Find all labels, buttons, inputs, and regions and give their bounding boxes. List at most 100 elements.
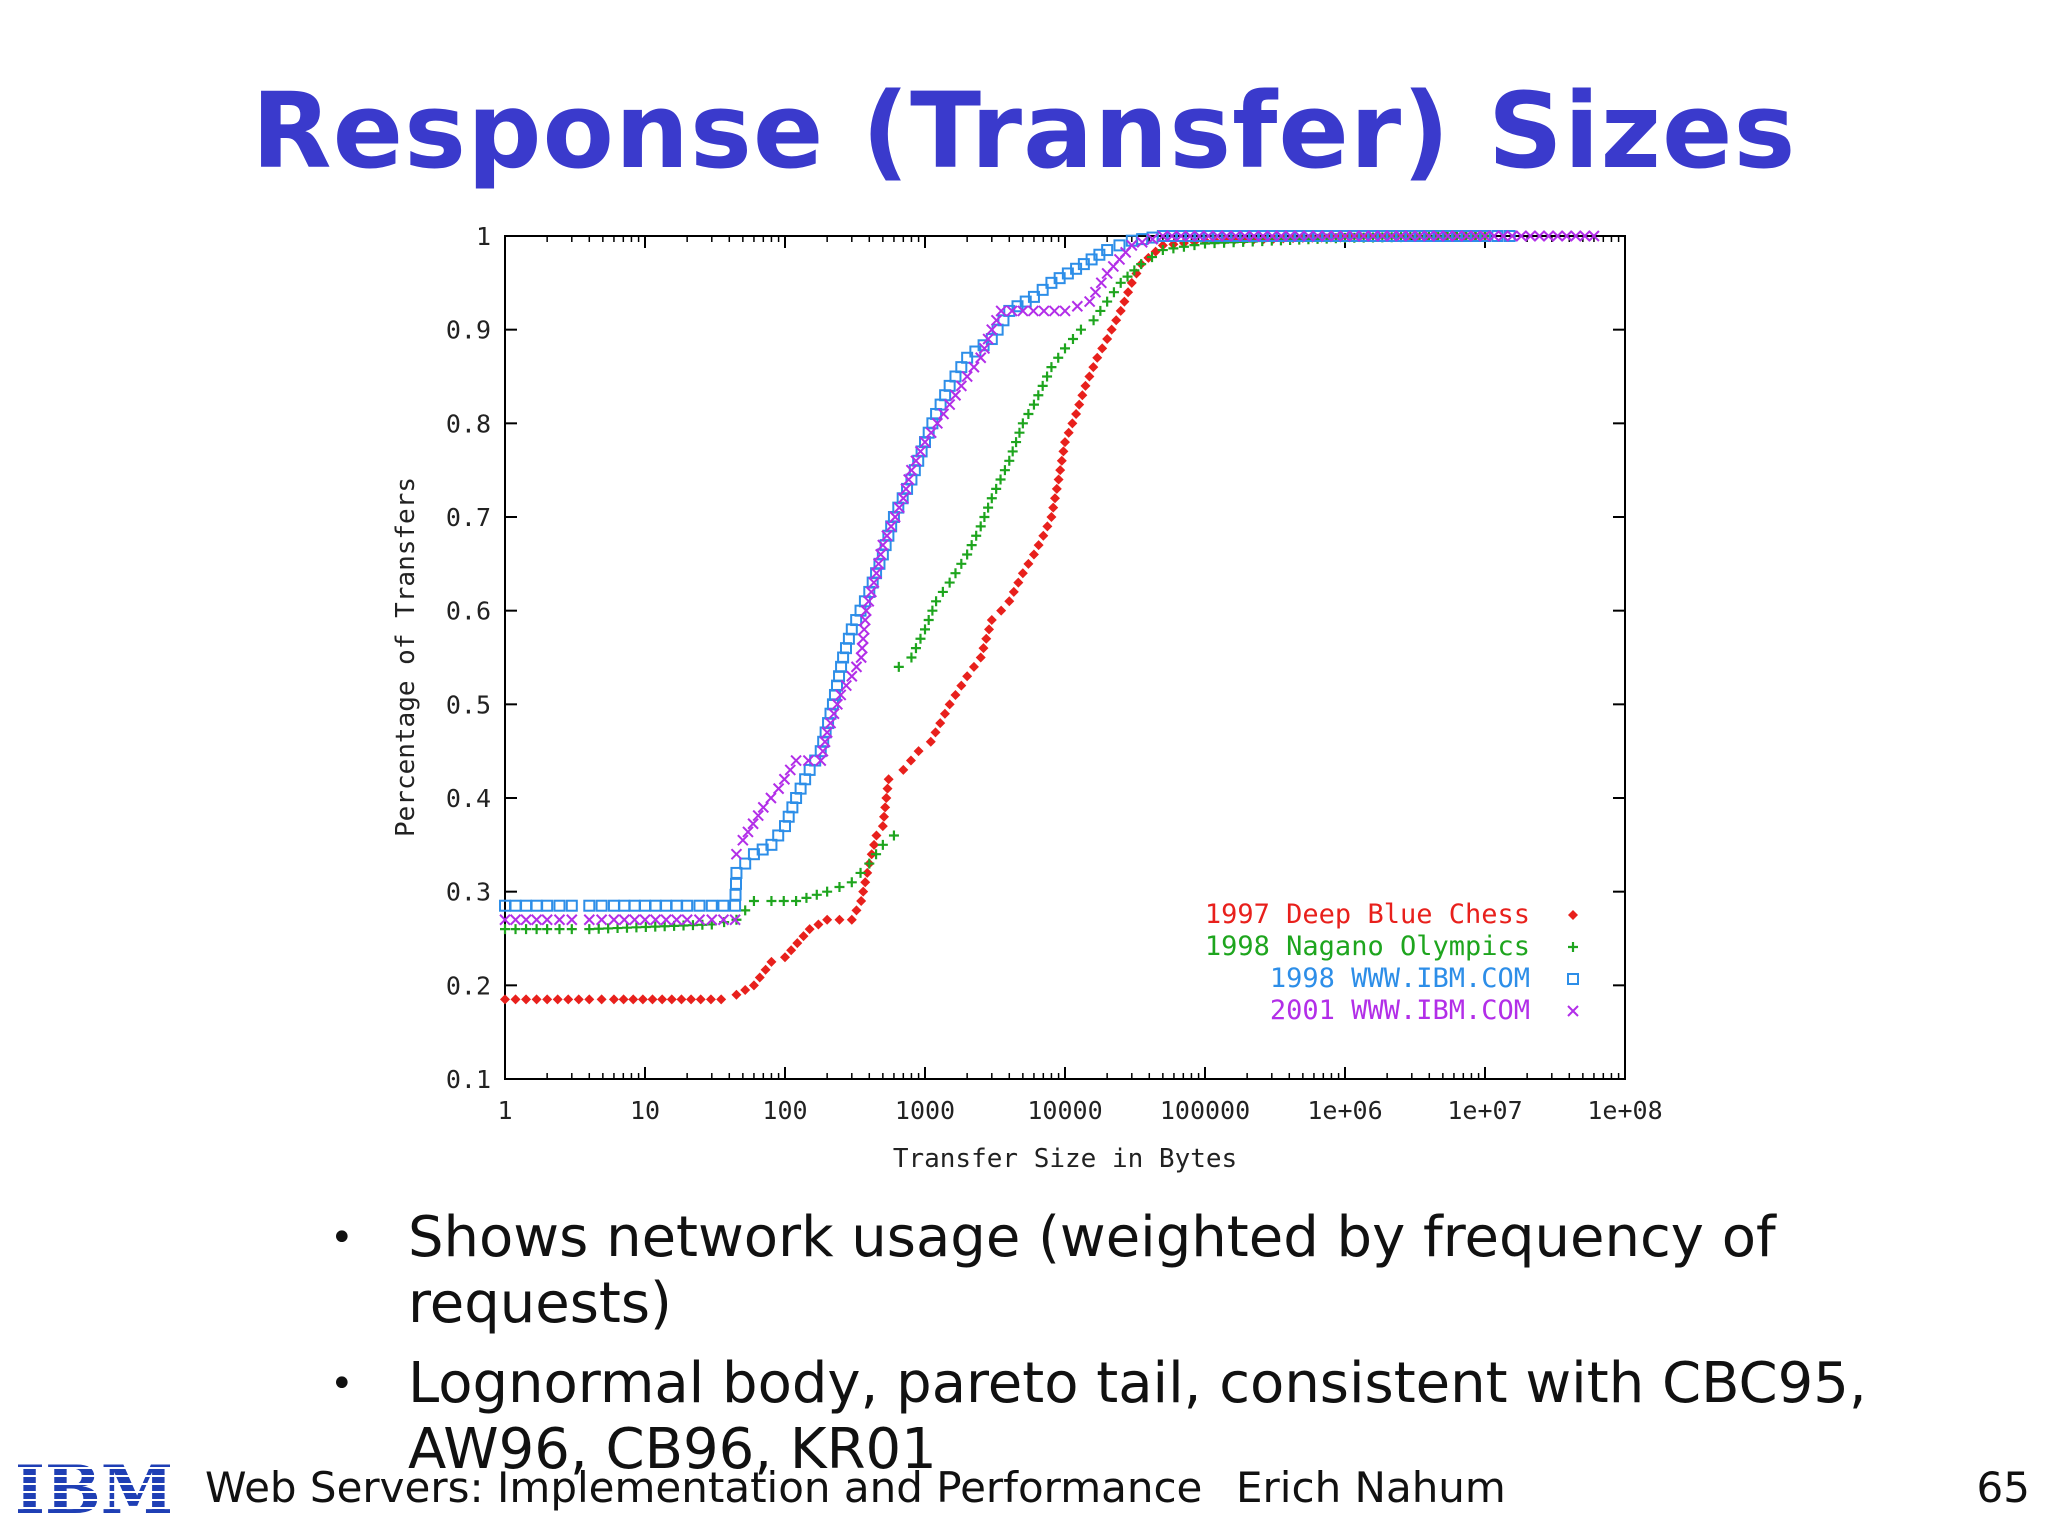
data-point — [1080, 380, 1091, 391]
x-tick-label: 1 — [497, 1096, 512, 1125]
data-point — [910, 455, 922, 467]
y-tick-label: 0.7 — [446, 503, 491, 532]
data-point — [1027, 305, 1040, 317]
data-point — [851, 905, 862, 916]
data-point — [1017, 305, 1029, 317]
data-point — [1083, 295, 1096, 308]
data-point — [740, 905, 751, 916]
data-point — [729, 914, 741, 926]
data-point — [670, 914, 683, 926]
bullet-list: Shows network usage (weighted by frequen… — [320, 1205, 2020, 1497]
data-point — [730, 866, 743, 879]
data-point — [1146, 233, 1159, 245]
data-point — [1051, 483, 1062, 494]
data-point — [640, 921, 651, 932]
data-point — [1063, 427, 1074, 438]
data-point — [914, 445, 927, 458]
data-point — [747, 818, 759, 830]
data-point — [1129, 265, 1140, 276]
data-point — [1122, 271, 1133, 282]
data-point — [1568, 942, 1578, 952]
data-point — [786, 945, 797, 956]
data-point — [1488, 230, 1500, 242]
data-point — [1330, 230, 1342, 242]
data-point — [871, 830, 882, 841]
data-point — [695, 994, 706, 1005]
data-point — [1013, 577, 1024, 588]
data-point — [1115, 277, 1126, 288]
data-point — [1568, 910, 1578, 920]
data-point — [961, 351, 974, 364]
data-point — [798, 931, 809, 942]
data-point — [1046, 362, 1057, 373]
data-point — [863, 595, 875, 608]
data-point — [1088, 362, 1099, 373]
data-point — [880, 802, 891, 813]
data-point — [956, 680, 967, 691]
footer: IBM Web Servers: Implementation and Perf… — [0, 1455, 2048, 1525]
data-point — [1126, 277, 1137, 288]
data-point — [752, 809, 764, 822]
footer-course-title: Web Servers: Implementation and Performa… — [205, 1463, 1203, 1512]
data-point — [1102, 296, 1113, 307]
data-point — [647, 994, 658, 1005]
page-number: 65 — [1976, 1463, 2030, 1512]
data-point — [889, 511, 901, 523]
data-point — [1053, 352, 1064, 363]
data-point — [968, 361, 980, 373]
data-point — [1048, 502, 1059, 513]
slide-title: Response (Transfer) Sizes — [251, 70, 1797, 192]
data-point — [1157, 230, 1169, 242]
data-point — [693, 914, 706, 926]
data-point — [686, 994, 697, 1005]
data-point — [925, 736, 936, 747]
data-point — [595, 899, 608, 912]
data-point — [801, 892, 812, 903]
data-point — [1033, 540, 1044, 551]
data-point — [1551, 230, 1564, 242]
data-point — [870, 567, 883, 579]
data-point — [766, 896, 777, 907]
data-point — [1027, 290, 1040, 303]
data-point — [943, 398, 956, 411]
y-axis-label: Percentage of Transfers — [391, 477, 421, 837]
data-point — [603, 923, 614, 934]
y-tick-label: 0.3 — [446, 878, 491, 907]
data-point — [1067, 334, 1078, 345]
data-point — [815, 754, 827, 767]
data-point — [531, 924, 542, 935]
data-point — [802, 754, 815, 767]
data-point — [1211, 230, 1224, 242]
data-point — [566, 914, 578, 926]
data-point — [748, 896, 759, 907]
data-point — [860, 877, 871, 888]
data-point — [903, 473, 915, 486]
data-point — [748, 980, 759, 991]
data-point — [608, 914, 620, 926]
data-point — [982, 333, 994, 345]
data-point — [739, 857, 752, 870]
data-point — [1178, 241, 1189, 252]
legend-label: 1997 Deep Blue Chess — [1205, 899, 1530, 930]
data-point — [687, 920, 698, 931]
data-point — [1111, 315, 1122, 326]
data-point — [563, 994, 574, 1005]
data-point — [920, 624, 930, 635]
data-point — [935, 718, 946, 729]
data-point — [855, 867, 866, 878]
plot-frame — [504, 235, 1626, 1080]
data-point — [705, 994, 716, 1005]
ibm-logo-text: IBM — [18, 1457, 170, 1519]
data-point — [676, 994, 687, 1005]
data-point — [975, 521, 986, 532]
data-point — [1579, 230, 1591, 242]
data-point — [1011, 437, 1022, 448]
data-point — [621, 922, 632, 933]
data-point — [1460, 230, 1473, 242]
data-point — [595, 914, 608, 926]
data-point — [1017, 568, 1028, 579]
data-point — [1108, 287, 1119, 298]
data-point — [983, 502, 994, 513]
data-point — [1058, 446, 1069, 457]
data-point — [869, 839, 880, 850]
